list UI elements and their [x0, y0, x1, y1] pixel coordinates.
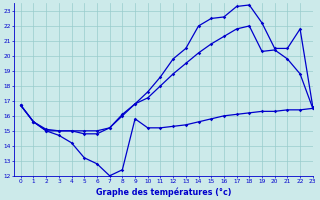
X-axis label: Graphe des températures (°c): Graphe des températures (°c) [96, 187, 231, 197]
